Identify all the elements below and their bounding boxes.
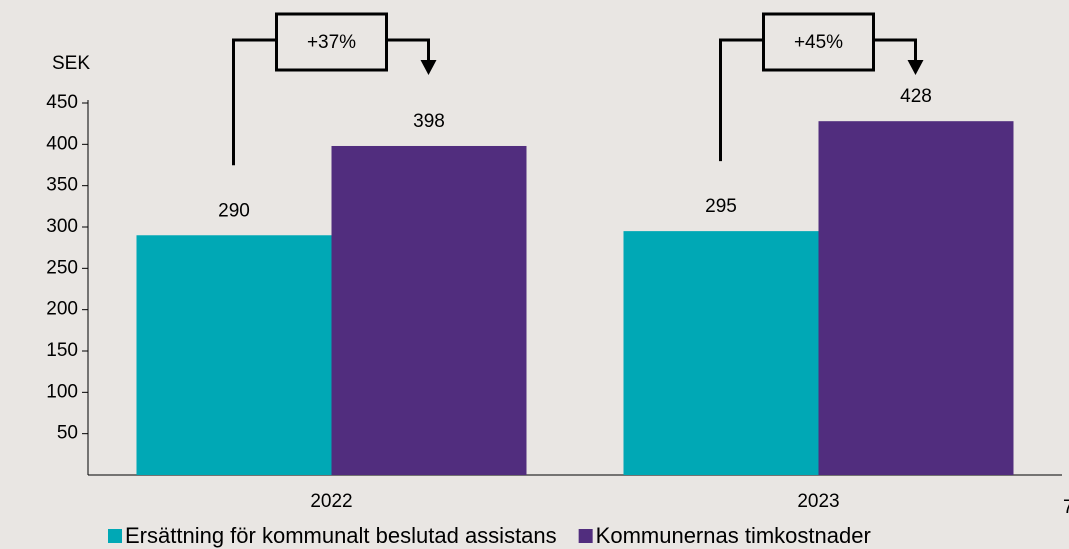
x-tick-label: 2022 [310,491,352,512]
bar [331,145,527,475]
y-tick-label: 250 [46,257,78,278]
y-axis-label: SEK [52,53,90,74]
legend-label: Kommunernas timkostnader [596,523,871,548]
arrow-head [907,60,924,75]
bracket [232,38,430,166]
bar [136,235,332,475]
bracket [719,38,917,162]
arrow-head [420,60,437,75]
x-tick-label: 2023 [797,491,839,512]
corner-text: 7 [1063,497,1069,518]
y-tick-label: 300 [46,216,78,237]
bar [623,231,819,475]
y-tick-label: 100 [46,381,78,402]
annotation: +37% [307,32,356,53]
y-tick-label: 50 [57,423,78,444]
value-label: 428 [900,86,932,107]
annotation-box [275,12,388,72]
y-tick-label: 350 [46,175,78,196]
value-label: 398 [413,111,445,132]
y-tick-label: 400 [46,133,78,154]
y-tick-label: 450 [46,92,78,113]
value-label: 290 [218,200,250,221]
annotation: +45% [794,32,843,53]
legend-swatch [108,529,122,543]
legend-label: Ersättning för kommunalt beslutad assist… [125,523,557,548]
annotation-box [762,12,875,72]
legend-swatch [578,529,593,543]
y-tick-label: 150 [46,340,78,361]
bar [818,121,1014,475]
y-tick-label: 200 [46,299,78,320]
value-label: 295 [705,196,737,217]
